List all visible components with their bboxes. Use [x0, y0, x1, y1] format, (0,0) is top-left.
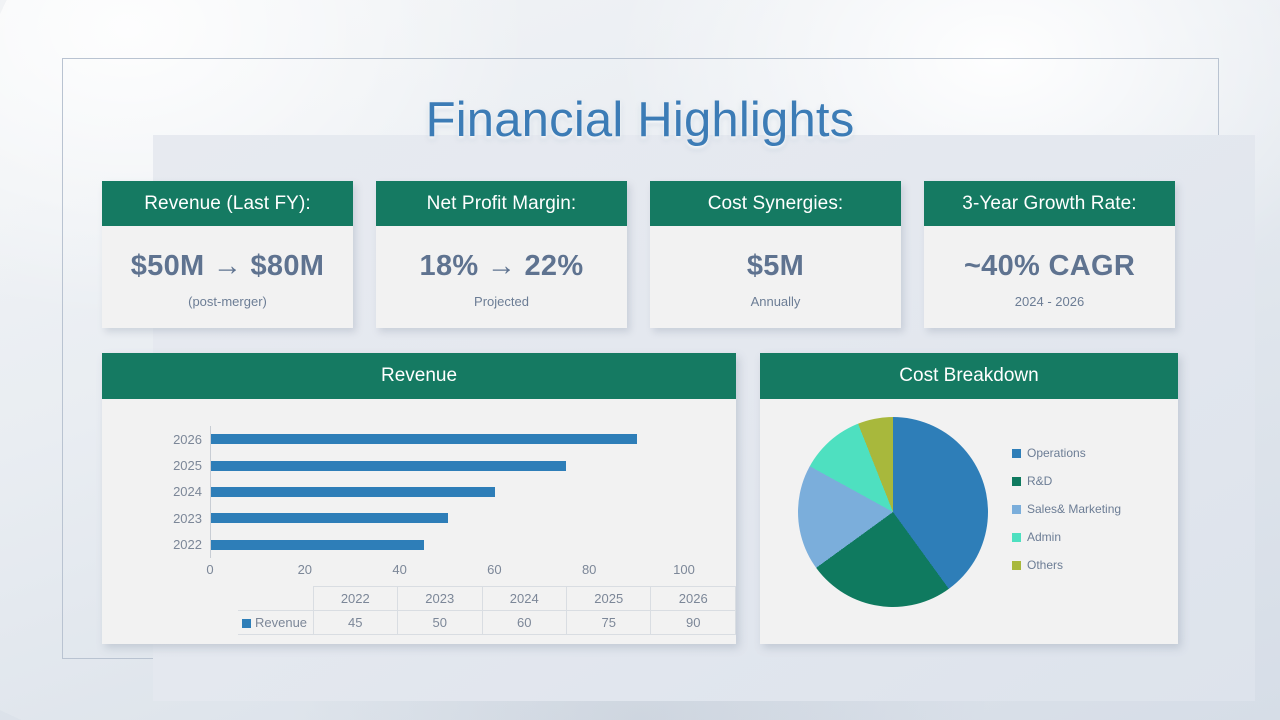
table-cell: 60	[481, 610, 567, 635]
x-axis-tick-label: 60	[487, 562, 502, 577]
revenue-bar-chart[interactable]: 2026 2025 2024 2023 2022 0 20 40 60 80 100 2022 20…	[102, 399, 736, 644]
legend-label: Operations	[1027, 446, 1086, 460]
kpi-card-growth-rate[interactable]: 3-Year Growth Rate: ~40% CAGR 2024 - 202…	[924, 181, 1175, 328]
table-cell: 45	[312, 610, 399, 635]
kpi-sub-revenue: (post-merger)	[188, 293, 267, 309]
table-series-label-cell: Revenue	[238, 610, 314, 635]
bar-category-label: 2023	[173, 510, 202, 526]
kpi-value-cost-synergies: $5M	[746, 249, 805, 282]
kpi-card-cost-synergies[interactable]: Cost Synergies: $5M Annually	[650, 181, 901, 328]
bar-fill	[211, 539, 424, 550]
bar-row: 2025	[173, 452, 684, 478]
cost-panel-title: Cost Breakdown	[760, 353, 1178, 399]
table-column-header: 2024	[481, 586, 567, 611]
kpi-card-row: Revenue (Last FY): $50M → $80M (post-mer…	[102, 181, 1179, 328]
kpi-body-net-profit-margin: 18% → 22% Projected	[376, 226, 627, 328]
table-cell: 90	[650, 610, 736, 635]
legend-swatch-icon	[1012, 448, 1021, 458]
legend-label: Sales& Marketing	[1027, 502, 1122, 516]
revenue-chart-panel[interactable]: Revenue 2026 2025 2024 2023 2022 0 20 40 60 80 10…	[102, 353, 736, 644]
legend-item[interactable]: Others	[1012, 558, 1121, 572]
bar-row: 2026	[173, 426, 684, 452]
bar-category-label: 2026	[173, 431, 202, 447]
kpi-sub-cost-synergies: Annually	[750, 293, 801, 309]
legend-label: Admin	[1027, 530, 1062, 544]
bar-row: 2022	[173, 532, 684, 558]
table-column-header: 2026	[650, 586, 736, 611]
revenue-data-table: 2022 2023 2024 2025 2026 Revenue 45 50 60 75 90	[238, 586, 736, 635]
kpi-sub-net-profit-margin: Projected	[474, 293, 529, 309]
legend-swatch-icon	[1012, 504, 1021, 514]
table-cell: 50	[397, 610, 483, 635]
bar-fill	[211, 460, 566, 471]
cost-panel-body: Operations R&D Sales& Marketing Admin Others	[760, 399, 1178, 644]
legend-label: Others	[1027, 558, 1064, 572]
table-column-header: 2025	[565, 586, 652, 611]
pie-legend: Operations R&D Sales& Marketing Admin Others	[1012, 446, 1121, 572]
cost-breakdown-panel[interactable]: Cost Breakdown Operations R&D Sales& Marke…	[760, 353, 1178, 644]
kpi-card-net-profit-margin[interactable]: Net Profit Margin: 18% → 22% Projected	[376, 181, 627, 328]
x-axis-tick-label: 20	[297, 562, 313, 577]
table-cell: 75	[565, 610, 652, 635]
pie-slices	[798, 417, 988, 607]
kpi-header-growth-rate: 3-Year Growth Rate:	[924, 181, 1175, 226]
x-axis: 0 20 40 60 80 100	[206, 562, 694, 580]
x-axis-tick-label: 0	[206, 562, 214, 577]
kpi-value-growth-rate: ~40% CAGR	[963, 249, 1136, 282]
bar-category-label: 2025	[173, 458, 202, 474]
kpi-body-growth-rate: ~40% CAGR 2024 - 2026	[924, 226, 1175, 328]
kpi-body-cost-synergies: $5M Annually	[650, 226, 901, 328]
x-axis-tick-label: 100	[673, 562, 695, 577]
bar-fill	[211, 434, 637, 445]
legend-item[interactable]: Admin	[1012, 530, 1121, 544]
bar-fill	[211, 486, 495, 497]
legend-label: R&D	[1027, 474, 1053, 488]
bar-category-label: 2022	[173, 537, 202, 553]
table-corner-cell	[238, 587, 313, 611]
legend-swatch-icon	[1012, 560, 1021, 570]
bar-row: 2023	[173, 505, 684, 531]
x-axis-tick-label: 80	[581, 562, 597, 577]
legend-item[interactable]: Operations	[1012, 446, 1121, 460]
page-title: Financial Highlights	[425, 93, 855, 147]
table-row: Revenue 45 50 60 75 90	[238, 610, 736, 635]
bar-row: 2024	[173, 479, 684, 505]
kpi-header-revenue: Revenue (Last FY):	[102, 181, 353, 226]
legend-swatch-icon	[1012, 476, 1021, 486]
cost-pie-chart[interactable]	[798, 417, 988, 607]
table-column-header: 2023	[397, 586, 483, 611]
legend-item[interactable]: Sales& Marketing	[1012, 502, 1121, 516]
kpi-header-net-profit-margin: Net Profit Margin:	[376, 181, 627, 226]
kpi-value-revenue: $50M → $80M	[130, 249, 325, 282]
bar-category-label: 2024	[173, 484, 202, 500]
revenue-panel-body: 2026 2025 2024 2023 2022 0 20 40 60 80 100 2022 20…	[102, 399, 736, 644]
kpi-value-net-profit-margin: 18% → 22%	[419, 249, 584, 282]
table-header-row: 2022 2023 2024 2025 2026	[238, 586, 736, 611]
kpi-body-revenue: $50M → $80M (post-merger)	[102, 226, 353, 328]
bar-rows: 2026 2025 2024 2023 2022	[173, 426, 684, 558]
bar-fill	[211, 513, 448, 524]
kpi-sub-growth-rate: 2024 - 2026	[1014, 293, 1085, 309]
table-series-label: Revenue	[255, 615, 308, 630]
series-swatch-icon	[242, 619, 251, 628]
x-axis-tick-label: 40	[392, 562, 407, 577]
kpi-header-cost-synergies: Cost Synergies:	[650, 181, 901, 226]
kpi-card-revenue[interactable]: Revenue (Last FY): $50M → $80M (post-mer…	[102, 181, 353, 328]
revenue-panel-title: Revenue	[102, 353, 736, 399]
legend-item[interactable]: R&D	[1012, 474, 1121, 488]
table-column-header: 2022	[312, 586, 399, 611]
legend-swatch-icon	[1012, 532, 1021, 542]
